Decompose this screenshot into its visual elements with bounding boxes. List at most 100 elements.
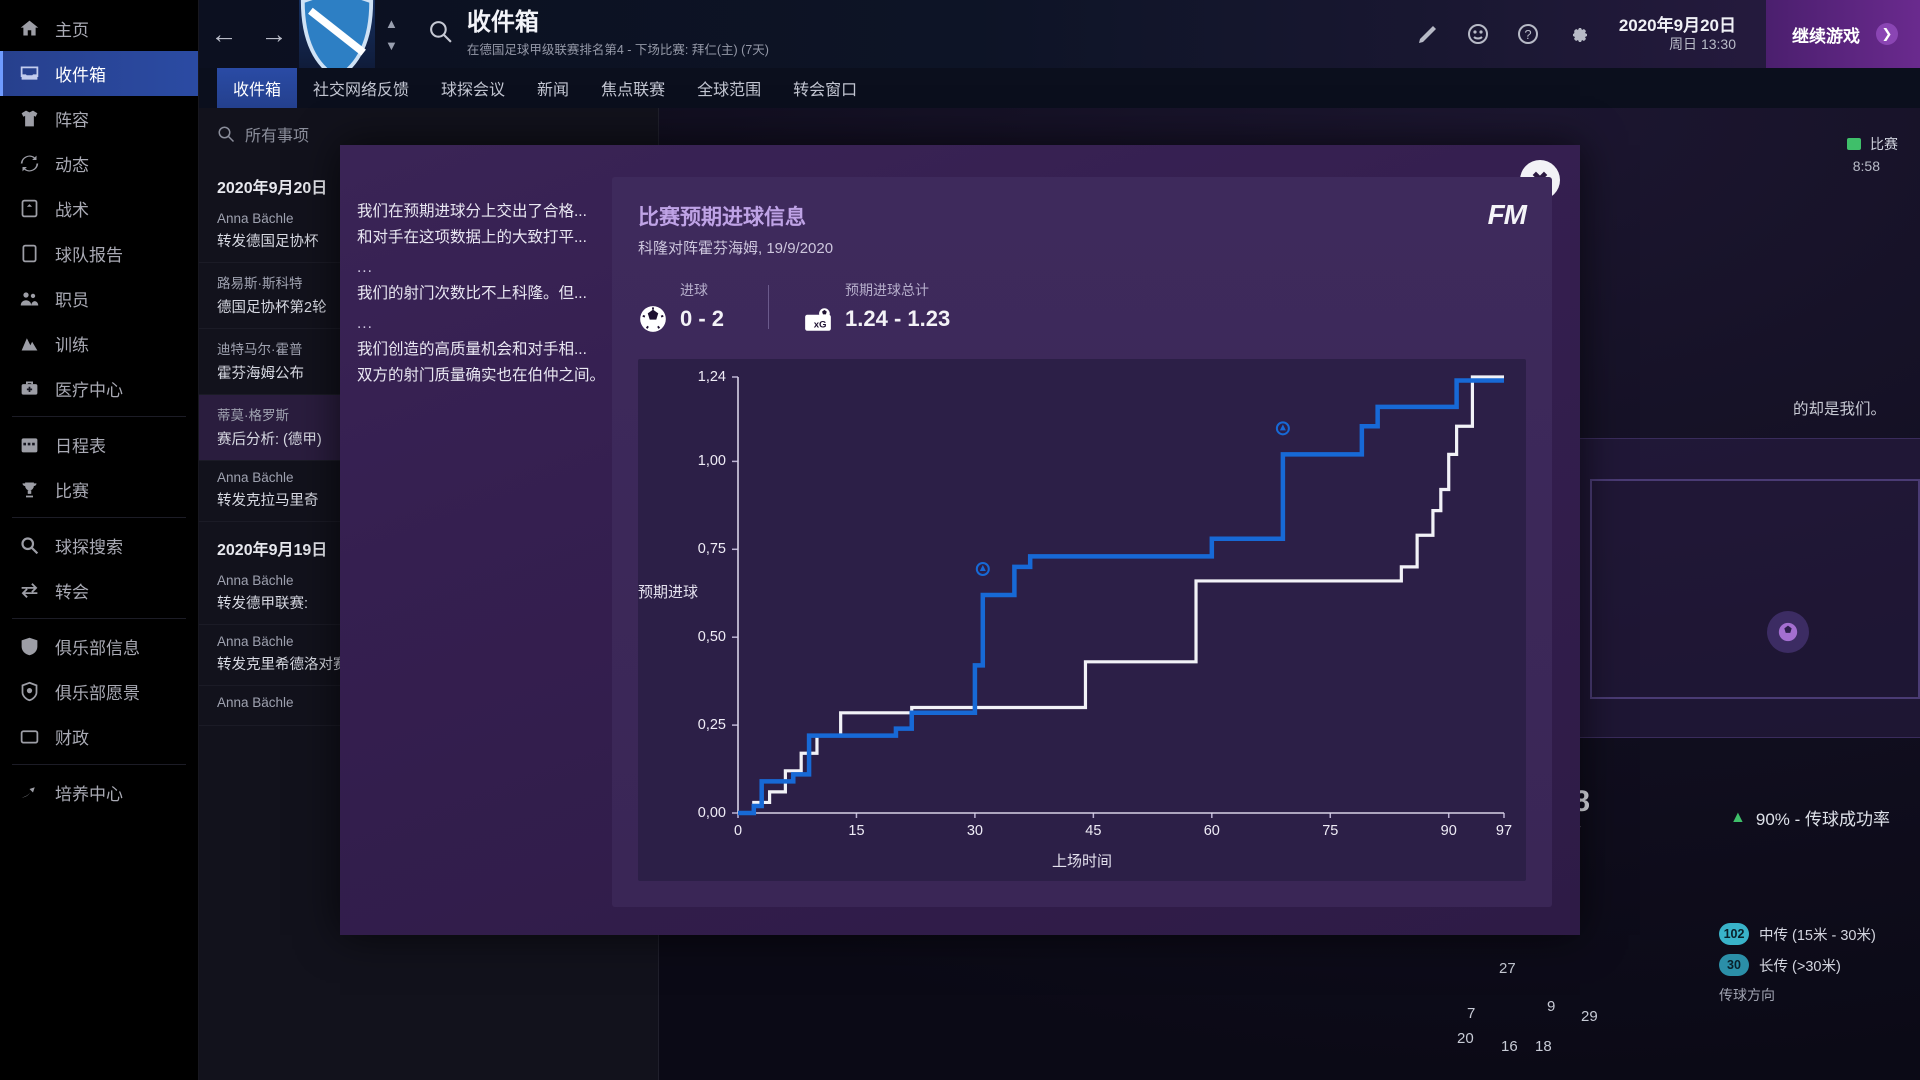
pitch-visual-card — [1559, 438, 1920, 738]
clipboard-icon — [18, 243, 40, 265]
formation-number: 7 — [1467, 1005, 1476, 1022]
sidebar-divider — [12, 764, 186, 765]
x-axis-tick: 15 — [848, 823, 865, 839]
y-axis-tick: 1,00 — [697, 453, 726, 470]
chevron-down-icon[interactable]: ▼ — [385, 37, 398, 53]
live-indicator-icon — [1847, 138, 1861, 150]
chevron-up-icon[interactable]: ▲ — [385, 15, 398, 31]
pitch-area — [1590, 479, 1920, 699]
sidebar-item-0[interactable]: 主页 — [0, 6, 198, 51]
goal-marker-icon — [975, 562, 990, 576]
mail-sender: Anna Bächle — [217, 470, 294, 485]
transfer-icon — [18, 580, 40, 602]
sidebar-item-label: 动态 — [55, 156, 89, 175]
page-title: 收件箱 — [466, 8, 539, 36]
sidebar-item-14[interactable]: 俱乐部愿景 — [0, 669, 198, 714]
staff-icon — [18, 288, 40, 310]
mail-sender: 路易斯·斯科特 — [217, 276, 303, 291]
inbox-filter-label: 所有事项 — [245, 128, 310, 145]
dynamics-icon — [18, 153, 40, 175]
search-icon[interactable] — [428, 19, 453, 49]
mail-sender: Anna Bächle — [217, 211, 294, 226]
club-crest-icon[interactable] — [299, 0, 375, 80]
analysis-line-2: ... — [357, 259, 373, 277]
club-vision-icon — [18, 681, 40, 703]
legend-caption: 传球方向 — [1719, 987, 1775, 1003]
sidebar-item-label: 战术 — [55, 201, 89, 220]
formation-numbers: 27 7 9 29 20 16 18 — [1439, 950, 1659, 1060]
goals-value: 0 - 2 — [680, 306, 725, 331]
sidebar-item-5[interactable]: 球队报告 — [0, 231, 198, 276]
match-stats-row: 进球 0 - 2 预期进球总计 xG 1.24 - — [638, 280, 1526, 334]
inbox-filter[interactable]: 所有事项 — [199, 108, 658, 160]
tab-6[interactable]: 转会窗口 — [793, 82, 858, 99]
sidebar-item-7[interactable]: 训练 — [0, 321, 198, 366]
sidebar-item-10[interactable]: 比赛 — [0, 467, 198, 512]
xg-icon: xG — [803, 304, 833, 334]
tab-1[interactable]: 社交网络反馈 — [313, 82, 410, 99]
search-icon — [218, 126, 235, 143]
analysis-line-0: 我们在预期进球分上交出了合格... — [357, 203, 587, 220]
shirt-icon — [18, 108, 40, 130]
sidebar-item-6[interactable]: 职员 — [0, 276, 198, 321]
sidebar-item-1[interactable]: 收件箱 — [0, 51, 198, 96]
sidebar-item-label: 比赛 — [55, 482, 89, 501]
sidebar-item-label: 转会 — [55, 583, 89, 602]
arrow-left-icon[interactable]: ← — [210, 18, 238, 49]
gear-icon[interactable] — [1563, 19, 1593, 49]
tab-0[interactable]: 收件箱 — [217, 68, 298, 108]
sidebar-item-8[interactable]: 医疗中心 — [0, 366, 198, 411]
mail-sender: 蒂莫·格罗斯 — [217, 408, 289, 423]
date-line-1: 2020年9月20日 — [1618, 15, 1736, 35]
tab-3[interactable]: 新闻 — [537, 82, 570, 99]
sidebar-item-12[interactable]: 转会 — [0, 568, 198, 613]
sidebar-item-label: 财政 — [55, 729, 89, 748]
club-info-icon — [18, 636, 40, 658]
x-axis-tick: 45 — [1085, 823, 1102, 839]
sidebar-item-label: 俱乐部愿景 — [55, 684, 140, 703]
xg-step-chart: 预期进球 上场时间 0,00 0,25 0,50 0,75 1,00 1,24 0 15 30… — [638, 359, 1526, 881]
card-title: 比赛预期进球信息 — [638, 206, 806, 229]
team-stepper[interactable]: ▲ ▼ — [385, 16, 398, 53]
fm-logo: FM — [1487, 199, 1527, 230]
sidebar-item-label: 球队报告 — [55, 246, 123, 265]
match-chip-time: 8:58 — [1852, 158, 1880, 174]
mail-subject: 霍芬海姆公布 — [217, 366, 304, 382]
page-title-area: 收件箱 在德国足球甲级联赛排名第4 - 下场比赛: 拜仁(主) (7天) — [428, 8, 769, 58]
mail-subject: 转发德甲联赛: — [217, 596, 309, 612]
continue-label: 继续游戏 — [1792, 26, 1860, 46]
xg-total-stat: 预期进球总计 xG 1.24 - 1.23 — [803, 280, 950, 334]
mail-sender: Anna Bächle — [217, 634, 294, 649]
sidebar-divider — [12, 618, 186, 619]
tab-5[interactable]: 全球范围 — [697, 82, 762, 99]
sidebar-item-13[interactable]: 俱乐部信息 — [0, 624, 198, 669]
background-quote: 的却是我们。 — [1792, 401, 1886, 418]
legend-count: 30 — [1719, 954, 1749, 976]
sidebar-item-2[interactable]: 阵容 — [0, 96, 198, 141]
pencil-icon[interactable] — [1413, 19, 1443, 49]
continue-game-button[interactable]: 继续游戏 ❯ — [1766, 0, 1920, 68]
sidebar-item-9[interactable]: 日程表 — [0, 422, 198, 467]
sidebar-item-4[interactable]: 战术 — [0, 186, 198, 231]
page-subtitle: 在德国足球甲级联赛排名第4 - 下场比赛: 拜仁(主) (7天) — [466, 43, 769, 58]
mail-sender: 迪特马尔·霍普 — [217, 342, 303, 357]
formation-number: 18 — [1535, 1038, 1552, 1055]
sidebar-item-16[interactable]: 培养中心 — [0, 770, 198, 815]
sidebar-item-label: 训练 — [55, 336, 89, 355]
x-axis-label: 上场时间 — [1051, 853, 1112, 870]
x-axis-tick: 0 — [733, 823, 743, 839]
tab-4[interactable]: 焦点联赛 — [601, 82, 666, 99]
finance-icon — [18, 726, 40, 748]
calendar-icon — [18, 434, 40, 456]
sidebar-item-3[interactable]: 动态 — [0, 141, 198, 186]
sidebar-item-15[interactable]: 财政 — [0, 714, 198, 759]
sidebar-item-label: 培养中心 — [55, 785, 123, 804]
tab-2[interactable]: 球探会议 — [441, 82, 506, 99]
question-icon[interactable]: ? — [1513, 19, 1543, 49]
sidebar-item-11[interactable]: 球探搜索 — [0, 523, 198, 568]
assistant-icon[interactable] — [1463, 19, 1493, 49]
arrow-right-icon[interactable]: → — [260, 18, 288, 49]
formation-number: 9 — [1547, 998, 1556, 1015]
formation-number: 29 — [1581, 1008, 1598, 1025]
